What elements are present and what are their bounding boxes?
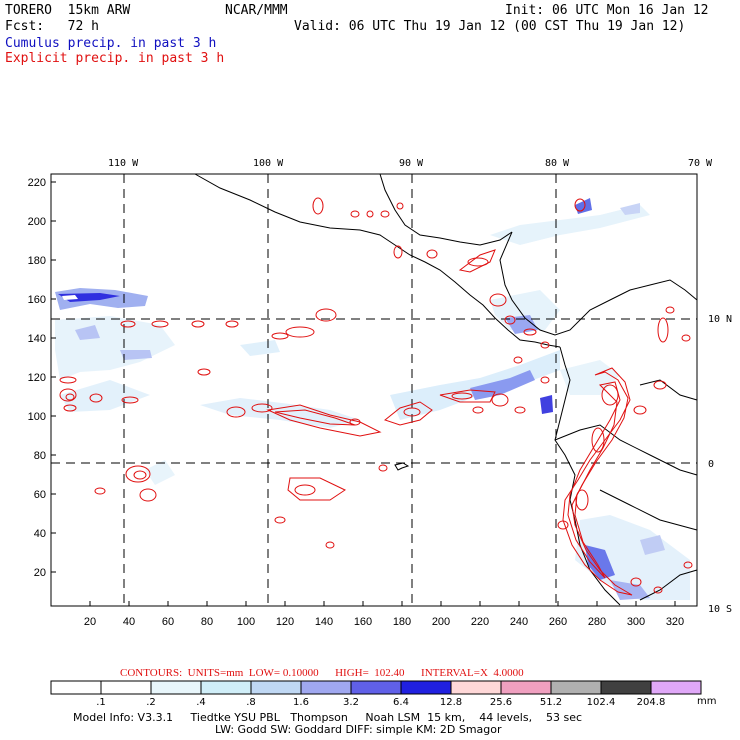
colorbar-label: 204.8: [637, 697, 666, 708]
colorbar-label: 1.6: [293, 697, 309, 708]
lon-label-80w: 80 W: [545, 158, 570, 169]
lat-label-0: 0: [708, 459, 714, 470]
bottom-tick-label: 80: [201, 616, 213, 628]
valid-label: Valid: 06 UTC Thu 19 Jan 12 (00 CST Thu …: [294, 19, 686, 34]
colorbar: [50, 680, 702, 695]
model-info-line2: LW: Godd SW: Goddard DIFF: simple KM: 2D…: [215, 723, 502, 736]
bottom-tick-label: 180: [393, 616, 411, 628]
colorbar-cell: [100, 680, 152, 695]
colorbar-label: .1: [96, 697, 106, 708]
coastlines: [194, 173, 698, 606]
left-tick-label: 140: [28, 333, 46, 345]
lon-label-110w: 110 W: [108, 158, 139, 169]
lat-lon-grid: [51, 174, 697, 606]
colorbar-cell: [150, 680, 202, 695]
bottom-tick-label: 40: [123, 616, 135, 628]
contour-info: CONTOURS: UNITS=mm LOW= 0.10000 HIGH= 10…: [120, 667, 524, 679]
lon-label-90w: 90 W: [399, 158, 424, 169]
bottom-tick-label: 120: [276, 616, 294, 628]
colorbar-cell: [450, 680, 502, 695]
lon-label-70w: 70 W: [688, 158, 713, 169]
colorbar-label: 102.4: [587, 697, 616, 708]
bottom-tick-label: 100: [237, 616, 255, 628]
colorbar-cell: [650, 680, 702, 695]
colorbar-cell: [350, 680, 402, 695]
left-tick-label: 80: [34, 450, 46, 462]
bottom-tick-label: 200: [432, 616, 450, 628]
colorbar-cell: [600, 680, 652, 695]
bottom-tick-label: 300: [627, 616, 645, 628]
colorbar-label: 3.2: [343, 697, 359, 708]
cumulus-legend: Cumulus precip. in past 3 h: [5, 36, 217, 51]
left-tick-label: 20: [34, 567, 46, 579]
left-tick-label: 160: [28, 294, 46, 306]
colorbar-cell: [550, 680, 602, 695]
bottom-axis: 20 40 60 80 100 120 140 160 180 200 220 …: [84, 616, 684, 628]
cumulus-precip-areas: [55, 198, 690, 600]
left-axis: 220 200 180 160 140 120 100 80 60 40 20: [28, 177, 46, 579]
colorbar-cell: [500, 680, 552, 695]
bottom-tick-label: 20: [84, 616, 96, 628]
model-info-line1: Model Info: V3.3.1 Tiedtke YSU PBL Thomp…: [73, 711, 583, 724]
bottom-tick-label: 140: [315, 616, 333, 628]
colorbar-label: 6.4: [393, 697, 409, 708]
colorbar-labels: .1 .2 .4 .8 1.6 3.2 6.4 12.8 25.6 51.2 102.4 204.8: [96, 697, 665, 708]
init-label: Init: 06 UTC Mon 16 Jan 12: [505, 3, 709, 18]
left-tick-label: 220: [28, 177, 46, 189]
bottom-tick-label: 320: [666, 616, 684, 628]
org-label: NCAR/MMM: [225, 3, 288, 18]
colorbar-cell: [250, 680, 302, 695]
bottom-tick-label: 160: [354, 616, 372, 628]
left-tick-label: 100: [28, 411, 46, 423]
left-tick-label: 40: [34, 528, 46, 540]
colorbar-label: .4: [196, 697, 206, 708]
colorbar-cell: [400, 680, 452, 695]
explicit-legend: Explicit precip. in past 3 h: [5, 51, 225, 66]
bottom-tick-label: 220: [471, 616, 489, 628]
lat-label-10s: 10 S: [708, 604, 732, 615]
left-axis-ticks: [51, 181, 676, 606]
colorbar-label: 12.8: [440, 697, 462, 708]
explicit-precip-contours: [59, 197, 693, 596]
colorbar-cell: [50, 680, 102, 695]
bottom-tick-label: 280: [588, 616, 606, 628]
model-label: TORERO 15km ARW: [5, 3, 131, 18]
colorbar-label: 51.2: [540, 697, 562, 708]
lon-label-100w: 100 W: [253, 158, 284, 169]
bottom-tick-label: 240: [510, 616, 528, 628]
left-tick-label: 180: [28, 255, 46, 267]
lat-label-10n: 10 N: [708, 314, 732, 325]
colorbar-cell: [200, 680, 252, 695]
colorbar-cell: [300, 680, 352, 695]
bottom-tick-label: 60: [162, 616, 174, 628]
colorbar-unit: mm: [697, 696, 716, 707]
bottom-tick-label: 260: [549, 616, 567, 628]
colorbar-label: .8: [246, 697, 256, 708]
colorbar-label: .2: [146, 697, 156, 708]
left-tick-label: 120: [28, 372, 46, 384]
fcst-label: Fcst: 72 h: [5, 19, 99, 34]
left-tick-label: 60: [34, 489, 46, 501]
colorbar-label: 25.6: [490, 697, 512, 708]
left-tick-label: 200: [28, 216, 46, 228]
